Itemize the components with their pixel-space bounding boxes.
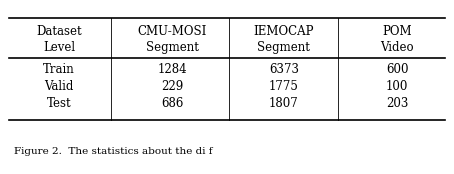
Text: IEMOCAP: IEMOCAP <box>253 25 314 38</box>
Text: POM: POM <box>382 25 412 38</box>
Text: 600: 600 <box>386 63 409 76</box>
Text: 203: 203 <box>386 97 409 110</box>
Text: Segment: Segment <box>257 41 310 54</box>
Text: Segment: Segment <box>146 41 199 54</box>
Text: Dataset: Dataset <box>36 25 82 38</box>
Text: 686: 686 <box>161 97 184 110</box>
Text: 229: 229 <box>161 80 184 93</box>
Text: Valid: Valid <box>44 80 74 93</box>
Text: 1775: 1775 <box>269 80 299 93</box>
Text: 1284: 1284 <box>158 63 188 76</box>
Text: 100: 100 <box>386 80 409 93</box>
Text: 1807: 1807 <box>269 97 299 110</box>
Text: Train: Train <box>43 63 75 76</box>
Text: CMU-MOSI: CMU-MOSI <box>138 25 207 38</box>
Text: Test: Test <box>47 97 71 110</box>
Text: Video: Video <box>380 41 414 54</box>
Text: 6373: 6373 <box>269 63 299 76</box>
Text: Figure 2.  The statistics about the di f: Figure 2. The statistics about the di f <box>14 148 212 156</box>
Text: Level: Level <box>43 41 75 54</box>
